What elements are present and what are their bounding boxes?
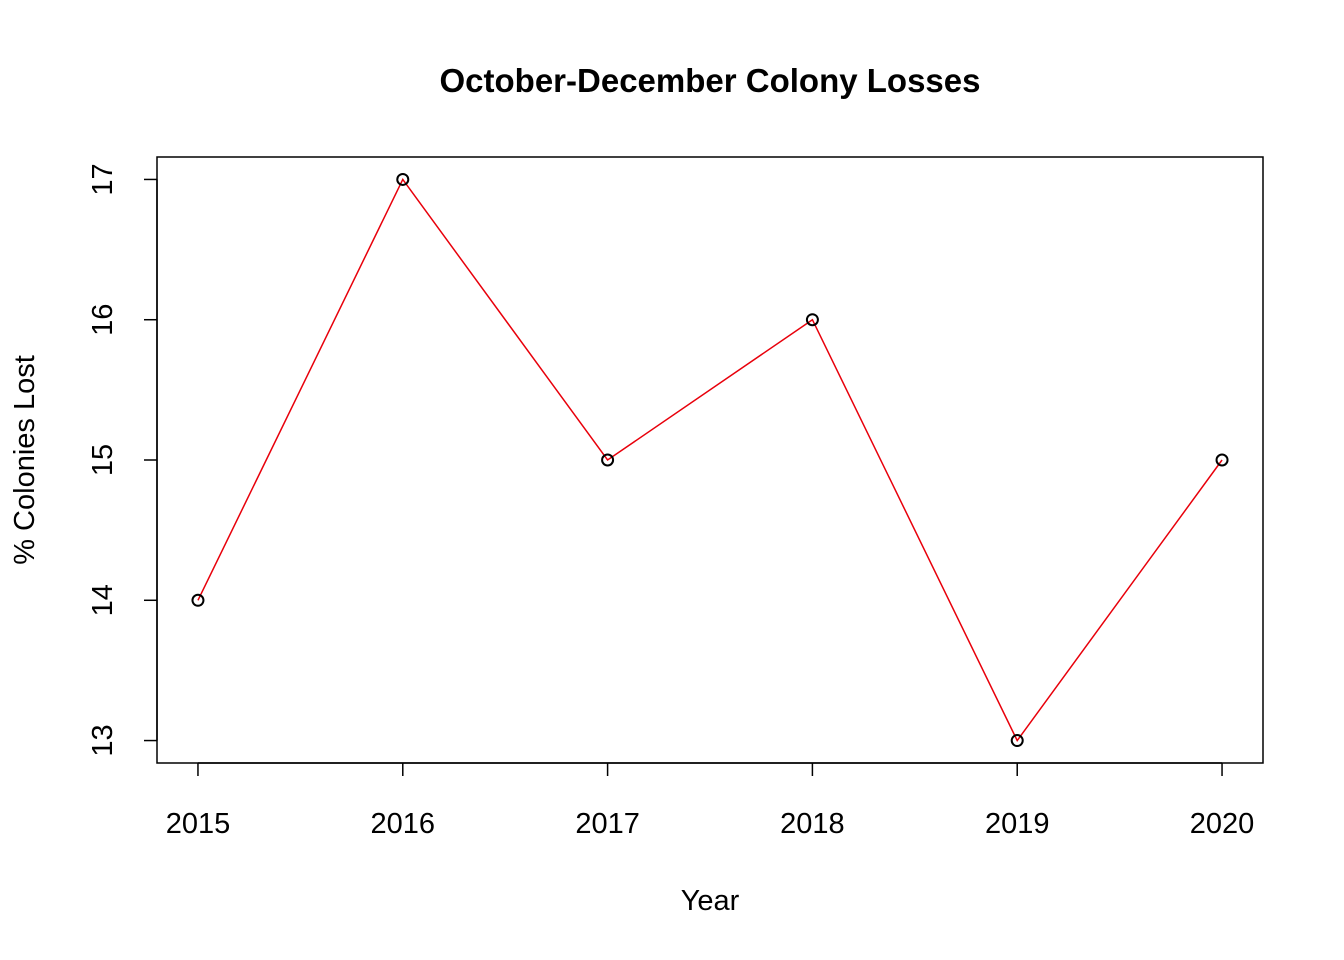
y-axis: 13 14 15 16 17 bbox=[87, 163, 158, 757]
data-point bbox=[805, 313, 819, 327]
series-line bbox=[197, 177, 1223, 743]
y-axis-label: % Colonies Lost bbox=[9, 355, 41, 565]
x-tick-label: 2017 bbox=[575, 808, 640, 840]
y-tick-label: 13 bbox=[87, 724, 119, 756]
series-layer bbox=[191, 172, 1229, 748]
data-point bbox=[396, 172, 410, 186]
x-tick-label: 2018 bbox=[780, 808, 845, 840]
plot-frame bbox=[156, 156, 1264, 764]
x-tick-label: 2016 bbox=[371, 808, 436, 840]
y-tick-label: 14 bbox=[87, 584, 119, 616]
chart-title: October-December Colony Losses bbox=[440, 62, 981, 99]
x-axis: 2015 2016 2017 2018 2019 2020 bbox=[166, 762, 1255, 840]
data-point bbox=[601, 453, 615, 467]
y-tick-label: 15 bbox=[87, 444, 119, 476]
data-point bbox=[191, 593, 205, 607]
x-tick-label: 2015 bbox=[166, 808, 231, 840]
x-axis-label: Year bbox=[681, 885, 740, 917]
data-point bbox=[1010, 734, 1024, 748]
data-point bbox=[1215, 453, 1229, 467]
y-tick-label: 17 bbox=[87, 163, 119, 195]
y-tick-label: 16 bbox=[87, 304, 119, 336]
x-tick-label: 2019 bbox=[985, 808, 1050, 840]
x-tick-label: 2020 bbox=[1190, 808, 1255, 840]
